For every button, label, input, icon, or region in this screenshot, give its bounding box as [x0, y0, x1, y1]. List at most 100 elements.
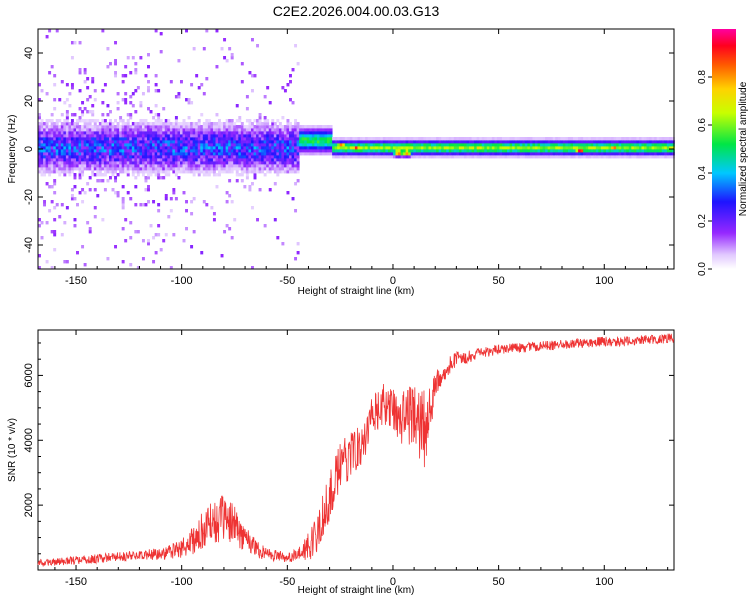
spectrogram-cell [164, 122, 168, 126]
spectrogram-cell [276, 137, 280, 141]
spectrogram-cell [124, 131, 128, 135]
spectrogram-cell [185, 146, 188, 150]
spectrogram-cell [111, 158, 115, 162]
spectrogram-cell [157, 152, 161, 156]
spectrogram-cell [134, 143, 138, 147]
spectrogram-cell [162, 143, 166, 147]
spectrogram-cell [301, 146, 305, 150]
spectrogram-cell [98, 128, 102, 132]
spectrogram-cell [88, 188, 92, 192]
spectrogram-cell [55, 161, 59, 165]
spectrogram-cell [141, 257, 145, 261]
spectrogram-cell [164, 134, 168, 138]
spectrogram-cell [114, 125, 118, 129]
spectrogram-cell [70, 146, 74, 150]
spectrogram-cell [522, 143, 526, 147]
spectrogram-cell [463, 152, 467, 156]
spectrogram-cell [258, 119, 262, 123]
spectrogram-cell [96, 173, 100, 177]
spectrogram-cell [621, 146, 625, 150]
spectrogram-cell [202, 125, 206, 129]
spectrogram-cell [136, 122, 140, 126]
spectrogram-cell [116, 146, 120, 150]
spectrogram-cell [342, 140, 346, 144]
spectrogram-x-tick-label: -50 [279, 275, 295, 287]
spectrogram-cell [261, 134, 265, 138]
spectrogram-cell [202, 161, 206, 165]
spectrogram-cell [93, 89, 97, 93]
spectrogram-cell [114, 149, 118, 153]
spectrogram-cell [443, 140, 447, 144]
spectrogram-cell [38, 137, 41, 141]
spectrogram-cell [101, 119, 105, 123]
spectrogram-cell [164, 119, 168, 123]
spectrogram-cell [45, 149, 49, 153]
spectrogram-cell [261, 170, 265, 174]
spectrogram-cell [55, 143, 59, 147]
spectrogram-cell [65, 155, 69, 159]
spectrogram-cell [169, 128, 173, 132]
spectrogram-cell [86, 152, 90, 156]
spectrogram-cell [438, 137, 442, 141]
spectrogram-cell [93, 158, 97, 162]
spectrogram-cell [202, 143, 206, 147]
spectrogram-cell [73, 176, 77, 180]
spectrogram-cell [271, 125, 275, 129]
spectrogram-cell [666, 155, 670, 159]
spectrogram-cell [63, 155, 67, 159]
spectrogram-cell [263, 143, 267, 147]
spectrogram-cell [273, 164, 277, 168]
spectrogram-cell [192, 158, 196, 162]
spectrogram-cell [88, 146, 92, 150]
spectrogram-cell [595, 149, 599, 153]
spectrogram-cell [212, 161, 216, 165]
spectrogram-cell [149, 128, 153, 132]
spectrogram-cell [621, 137, 625, 141]
spectrogram-cell [337, 155, 341, 159]
spectrogram-cell [248, 155, 252, 159]
spectrogram-cell [65, 125, 69, 129]
spectrogram-cell [334, 149, 338, 153]
spectrogram-cell [256, 119, 259, 123]
spectrogram-cell [372, 152, 376, 156]
spectrogram-cell [172, 188, 176, 192]
spectrogram-cell [362, 143, 366, 147]
spectrogram-cell [70, 113, 74, 117]
spectrogram-cell [53, 218, 57, 222]
spectrogram-cell [116, 131, 120, 135]
spectrogram-cell [565, 152, 569, 156]
spectrogram-cell [583, 140, 587, 144]
spectrogram-cell [190, 140, 194, 144]
spectrogram-cell [527, 140, 531, 144]
spectrogram-cell [370, 140, 374, 144]
spectrogram-cell [319, 146, 323, 150]
spectrogram-cell [405, 152, 409, 156]
spectrogram-cell [304, 131, 308, 135]
spectrogram-cell [286, 164, 290, 168]
spectrogram-cell [116, 149, 120, 153]
spectrogram-cell [271, 128, 275, 132]
spectrogram-cell [76, 167, 79, 171]
spectrogram-cell [654, 143, 658, 147]
spectrogram-cell [53, 155, 57, 159]
spectrogram-cell [157, 125, 161, 129]
spectrogram-cell [207, 134, 211, 138]
spectrogram-cell [187, 158, 191, 162]
spectrogram-cell [349, 146, 353, 150]
spectrogram-cell [415, 152, 419, 156]
spectrogram-cell [228, 125, 232, 129]
spectrogram-cell [575, 152, 579, 156]
spectrogram-cell [311, 125, 315, 129]
spectrogram-cell [154, 29, 158, 33]
spectrogram-cell [507, 143, 511, 147]
spectrogram-cell [628, 143, 632, 147]
spectrogram-cell [172, 131, 176, 135]
spectrogram-cell [250, 206, 254, 210]
spectrogram-cell [283, 164, 287, 168]
spectrogram-cell [243, 170, 247, 174]
spectrogram-cell [240, 134, 244, 138]
spectrogram-cell [111, 149, 115, 153]
spectrogram-cell [332, 137, 336, 141]
spectrogram-cell [578, 146, 582, 150]
spectrogram-cell [243, 146, 247, 150]
